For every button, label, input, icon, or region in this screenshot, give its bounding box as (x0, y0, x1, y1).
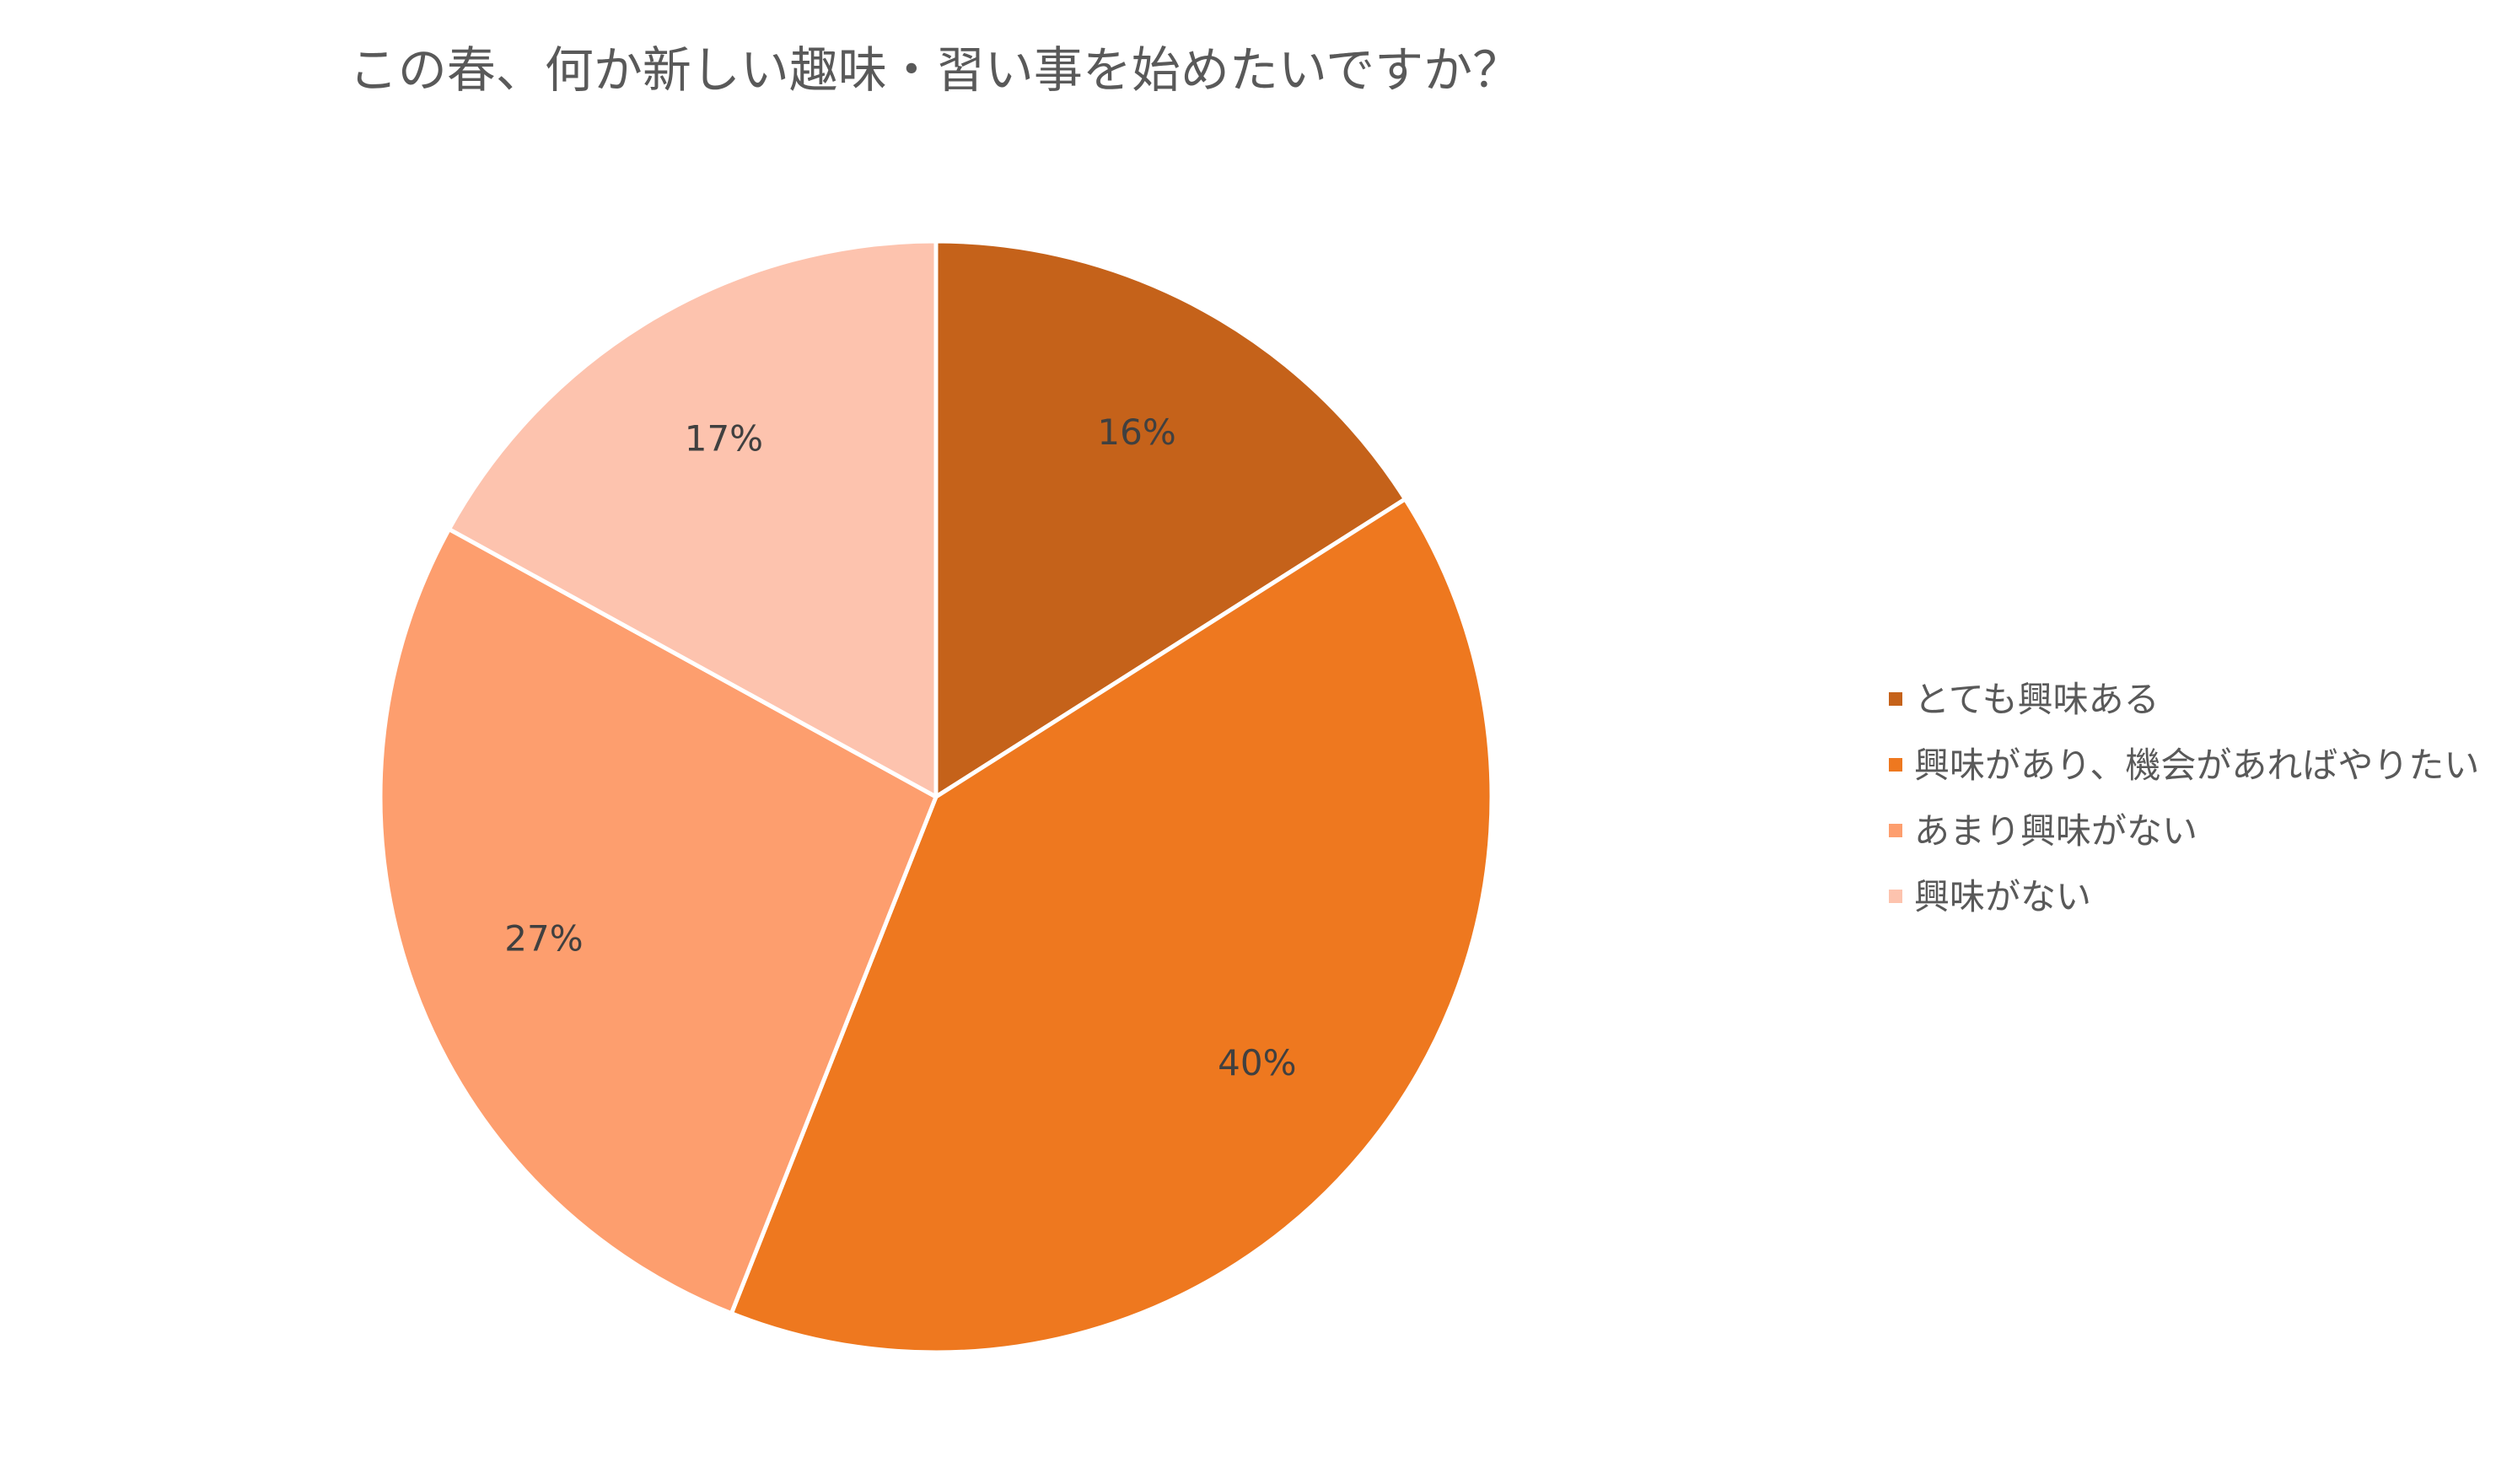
legend-label-3: 興味がない (1914, 876, 2091, 917)
legend-item-0: とても興味ある (1889, 679, 2160, 720)
data-label-0: 16% (1097, 411, 1175, 453)
data-label-1: 40% (1218, 1042, 1296, 1083)
legend-item-3: 興味がない (1889, 876, 2091, 917)
pie-slice-2 (378, 527, 939, 1316)
chart-title: この春、何か新しい趣味・習い事を始めたいですか？ (349, 41, 1521, 99)
legend-label-0: とても興味ある (1914, 679, 2160, 720)
data-label-3: 17% (685, 418, 763, 460)
pie-slice-3 (447, 239, 939, 799)
pie-slices (378, 239, 1494, 1355)
legend-item-2: あまり興味がない (1889, 810, 2197, 852)
legend-label-2: あまり興味がない (1914, 810, 2197, 852)
legend-swatch-0 (1889, 692, 1902, 706)
legend-item-1: 興味があり、機会があればやりたい (1889, 745, 2479, 786)
pie-slice-0 (933, 239, 1407, 799)
data-labels: 16% 40% 27% 17% (504, 411, 1296, 1083)
legend-swatch-2 (1889, 824, 1902, 837)
data-label-2: 27% (504, 917, 583, 959)
pie-slice-1 (729, 497, 1494, 1355)
legend-label-1: 興味があり、機会があればやりたい (1914, 745, 2479, 786)
legend-swatch-3 (1889, 890, 1902, 903)
legend-swatch-1 (1889, 758, 1902, 772)
